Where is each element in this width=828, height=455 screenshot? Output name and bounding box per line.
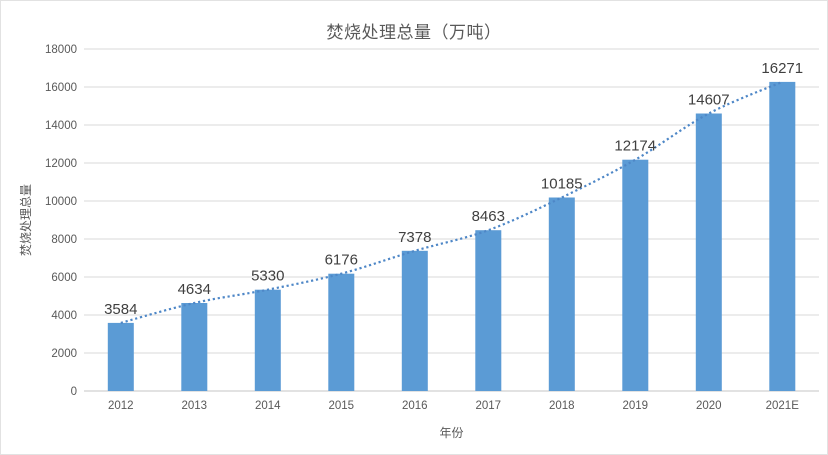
x-tick-label: 2015 xyxy=(328,400,354,412)
bar-data-label: 12174 xyxy=(614,138,656,155)
y-tick-label: 14000 xyxy=(45,120,77,132)
y-tick-label: 16000 xyxy=(45,82,77,94)
bar-data-label: 16271 xyxy=(761,60,803,77)
bar-data-label: 3584 xyxy=(104,301,137,318)
bar-data-label: 8463 xyxy=(472,208,505,225)
bar xyxy=(548,197,575,391)
x-tick-label: 2012 xyxy=(108,400,134,412)
bar-data-label: 6176 xyxy=(325,252,358,269)
bar xyxy=(254,289,281,391)
y-tick-label: 10000 xyxy=(45,196,77,208)
bar xyxy=(475,230,502,391)
bar xyxy=(401,250,428,391)
x-tick-label: 2020 xyxy=(696,400,722,412)
y-tick-label: 18000 xyxy=(45,44,77,56)
trendline xyxy=(120,80,783,324)
bar-data-label: 7378 xyxy=(398,229,431,246)
x-tick-label: 2019 xyxy=(622,400,648,412)
x-tick-label: 2014 xyxy=(255,400,281,412)
bar-data-label: 10185 xyxy=(541,175,583,192)
y-tick-label: 12000 xyxy=(45,158,77,170)
x-tick-label: 2018 xyxy=(549,400,575,412)
bar xyxy=(107,322,134,391)
y-tick-label: 2000 xyxy=(51,348,77,360)
x-tick-label: 2016 xyxy=(402,400,428,412)
bar xyxy=(769,81,796,392)
x-tick-label: 2017 xyxy=(475,400,501,412)
x-tick-label: 2013 xyxy=(181,400,207,412)
y-tick-label: 4000 xyxy=(51,310,77,322)
bar xyxy=(328,273,355,391)
bar-data-label: 14607 xyxy=(688,91,730,108)
bar xyxy=(695,113,722,391)
y-tick-label: 8000 xyxy=(51,234,77,246)
chart-title: 焚烧处理总量（万吨） xyxy=(326,23,502,42)
y-tick-label: 0 xyxy=(71,386,77,398)
bar xyxy=(181,303,208,391)
y-tick-label: 6000 xyxy=(51,272,77,284)
x-axis-title: 年份 xyxy=(439,426,464,440)
bar-data-label: 5330 xyxy=(251,268,284,285)
bar-data-label: 4634 xyxy=(178,281,211,298)
x-tick-label: 2021E xyxy=(766,400,800,412)
bar xyxy=(622,159,649,391)
